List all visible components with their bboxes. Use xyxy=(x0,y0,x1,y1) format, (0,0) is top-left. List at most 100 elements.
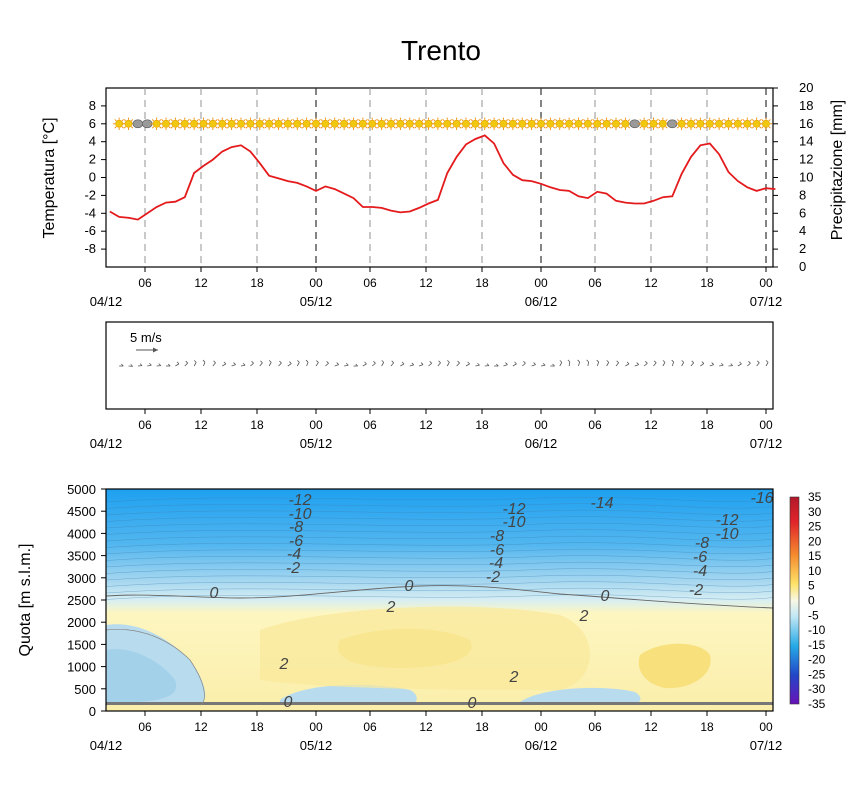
sun-ray xyxy=(722,127,724,129)
temperature-x-hour-label: 06 xyxy=(588,276,602,290)
y-right-tick-label: 2 xyxy=(799,241,806,256)
sun-ray xyxy=(703,119,705,121)
wind-barb xyxy=(232,365,236,366)
sun-ray xyxy=(375,127,377,129)
cross-x-hour-label: 18 xyxy=(250,720,264,734)
sun-icon xyxy=(697,120,704,127)
colorbar-tick-label: 35 xyxy=(808,490,822,504)
cross-x-date-label: 05/12 xyxy=(300,738,333,753)
sun-ray xyxy=(234,127,236,129)
wind-barb xyxy=(663,362,665,366)
wind-barb xyxy=(691,363,694,366)
wind-barb-flag xyxy=(645,361,647,363)
altitude-tick-label: 4500 xyxy=(67,504,96,519)
wind-barb-flag xyxy=(682,360,684,362)
sun-ray xyxy=(649,119,651,121)
sun-ray xyxy=(752,127,754,129)
altitude-tick-label: 2500 xyxy=(67,593,96,608)
y-tick-label: 8 xyxy=(89,98,96,113)
contour-label: -2 xyxy=(286,560,300,577)
sun-ray xyxy=(377,119,379,121)
sun-ray xyxy=(237,119,239,121)
wind-barb-flag xyxy=(214,361,216,363)
wind-barb xyxy=(447,362,449,366)
sun-ray xyxy=(656,119,658,121)
wind-barb xyxy=(625,364,629,366)
sun-ray xyxy=(227,127,229,129)
wind-barb xyxy=(607,362,609,366)
sun-icon xyxy=(247,120,254,127)
sun-ray xyxy=(647,127,649,129)
wind-barb-flag xyxy=(337,363,339,365)
sun-ray xyxy=(741,127,743,129)
sun-ray xyxy=(508,127,510,129)
sun-ray xyxy=(403,119,405,121)
sun-ray xyxy=(658,119,660,121)
wind-barb xyxy=(654,363,657,366)
wind-barb xyxy=(710,365,714,366)
sun-ray xyxy=(534,127,536,129)
sun-icon xyxy=(594,120,601,127)
contour-label: 0 xyxy=(210,585,219,602)
sun-ray xyxy=(759,119,761,121)
temperature-panel-frame xyxy=(106,88,773,267)
sun-ray xyxy=(368,127,370,129)
wind-barb xyxy=(532,365,536,366)
wind-barb xyxy=(569,362,570,366)
sun-ray xyxy=(312,119,314,121)
sun-ray xyxy=(518,119,520,121)
sun-ray xyxy=(394,127,396,129)
sun-icon xyxy=(547,120,554,127)
sun-ray xyxy=(478,119,480,121)
chart-title: Trento xyxy=(401,35,481,66)
temperature-x-hour-label: 18 xyxy=(250,276,264,290)
temperature-x-hour-label: 12 xyxy=(419,276,433,290)
sun-ray xyxy=(743,127,745,129)
altitude-tick-label: 1500 xyxy=(67,637,96,652)
wind-x-hour-label: 12 xyxy=(194,418,208,432)
sun-ray xyxy=(752,119,754,121)
sun-icon xyxy=(303,120,310,127)
colorbar-tick-label: 10 xyxy=(808,564,822,578)
sun-ray xyxy=(443,127,445,129)
sun-ray xyxy=(649,127,651,129)
sun-ray xyxy=(274,119,276,121)
sun-icon xyxy=(556,120,563,127)
sun-icon xyxy=(566,120,573,127)
sun-ray xyxy=(733,119,735,121)
sun-ray xyxy=(396,119,398,121)
sun-ray xyxy=(431,127,433,129)
contour-label: 0 xyxy=(284,694,293,711)
sun-ray xyxy=(715,127,717,129)
sun-ray xyxy=(403,127,405,129)
sun-ray xyxy=(338,119,340,121)
wind-barb xyxy=(513,364,517,366)
wind-barb xyxy=(700,364,703,366)
sun-icon xyxy=(275,120,282,127)
contour-label: 0 xyxy=(405,578,414,595)
sun-ray xyxy=(131,127,133,129)
sun-icon xyxy=(762,120,769,127)
sun-icon xyxy=(575,120,582,127)
sun-icon xyxy=(519,120,526,127)
sun-ray xyxy=(506,119,508,121)
contour-label: 0 xyxy=(601,588,610,605)
wind-barb-flag xyxy=(224,362,226,364)
sun-ray xyxy=(263,119,265,121)
sun-icon xyxy=(462,120,469,127)
wind-barb-flag xyxy=(447,360,449,362)
sun-ray xyxy=(159,119,161,121)
sun-icon xyxy=(753,120,760,127)
sun-ray xyxy=(199,119,201,121)
sun-ray xyxy=(713,119,715,121)
sun-icon xyxy=(125,120,132,127)
sun-ray xyxy=(647,119,649,121)
sun-ray xyxy=(274,127,276,129)
sun-ray xyxy=(527,119,529,121)
wind-barb-flag xyxy=(766,360,768,362)
wind-barb-flag xyxy=(260,361,262,363)
y-tick-label: -6 xyxy=(84,223,96,238)
